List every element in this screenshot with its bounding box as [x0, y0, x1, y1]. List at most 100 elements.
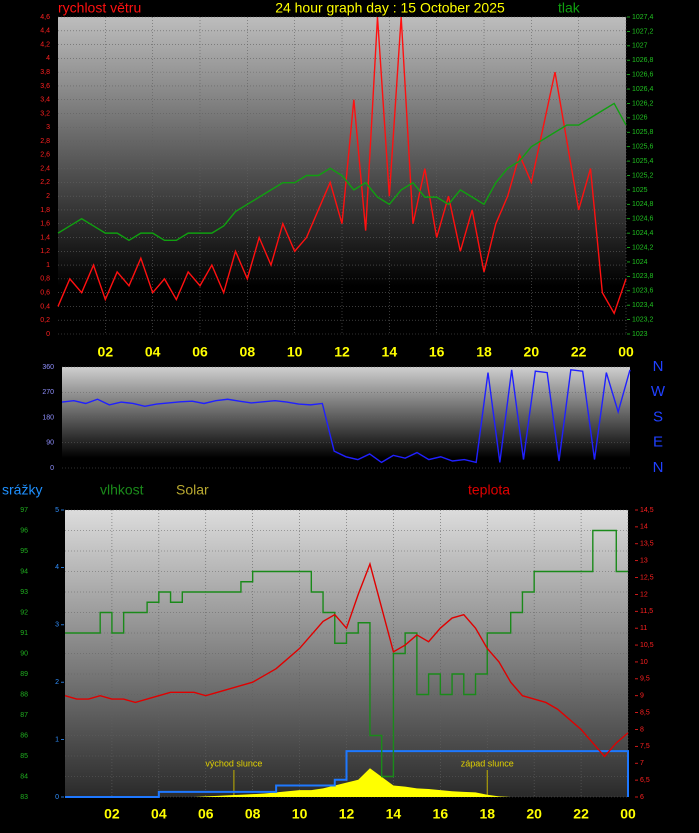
x-tick-label: 08: [240, 344, 256, 360]
y-tick-label: 90: [20, 650, 28, 657]
y-tick-label: 86: [20, 732, 28, 739]
y2-tick-label: 1026,8: [632, 57, 654, 64]
x-tick-label: 00: [618, 344, 634, 360]
compass-label: W: [651, 383, 666, 400]
compass-label: N: [653, 358, 664, 375]
x-tick-label: 20: [526, 806, 542, 822]
y-tick-label: 89: [20, 671, 28, 678]
x-tick-label: 08: [245, 806, 261, 822]
x-tick-label: 16: [433, 806, 449, 822]
y2-tick-label: 8,5: [640, 709, 650, 716]
x-tick-label: 02: [104, 806, 120, 822]
y2-tick-label: 1026,6: [632, 71, 654, 78]
line: [65, 750, 629, 798]
x-tick-label: 10: [292, 806, 308, 822]
annotation: západ slunce: [461, 758, 514, 768]
y2-tick-label: 1024,8: [632, 201, 654, 208]
y2-tick-label: 1027,2: [632, 28, 654, 35]
y2-tick-label: 12: [640, 591, 648, 598]
y-tick-label: 93: [20, 589, 28, 596]
y2-tick-label: 11: [640, 625, 647, 632]
x-tick-label: 04: [151, 806, 167, 822]
annotation: východ slunce: [205, 758, 262, 768]
y3-tick-label: 2: [55, 679, 59, 686]
chart-title: 24 hour graph day : 15 October 2025: [275, 0, 505, 16]
y-tick-label: 4: [46, 55, 50, 62]
y-tick-label: 4,2: [40, 41, 50, 48]
line: [57, 102, 627, 242]
x-tick-label: 14: [382, 344, 398, 360]
area: [65, 768, 628, 797]
x-tick-label: 00: [620, 806, 636, 822]
plot-area: [62, 367, 630, 468]
y2-tick-label: 6,5: [640, 777, 650, 784]
x-tick-label: 02: [98, 344, 114, 360]
y2-tick-label: 1027,4: [632, 14, 654, 21]
y2-tick-label: 13: [640, 557, 648, 564]
y-tick-label: 0: [46, 331, 50, 338]
y-tick-label: 94: [20, 568, 28, 575]
y-tick-label: 92: [20, 609, 28, 616]
x-tick-label: 18: [479, 806, 495, 822]
x-tick-label: 06: [198, 806, 214, 822]
y-tick-label: 84: [20, 773, 28, 780]
legend-label: vlhkost: [100, 482, 144, 498]
y-tick-label: 2,8: [40, 138, 50, 145]
x-tick-label: 10: [287, 344, 303, 360]
y-tick-label: 2,6: [40, 152, 50, 159]
y-tick-label: 0: [50, 465, 54, 472]
legend-label: srážky: [2, 482, 42, 498]
y2-tick-label: 13,5: [640, 541, 654, 548]
y-tick-label: 3,6: [40, 83, 50, 90]
y2-tick-label: 1025,2: [632, 172, 654, 179]
y2-tick-label: 1025,6: [632, 144, 654, 151]
y2-tick-label: 1026: [632, 115, 648, 122]
y-tick-label: 2,4: [40, 165, 50, 172]
line: [61, 369, 631, 464]
x-tick-label: 22: [573, 806, 589, 822]
x-tick-label: 12: [334, 344, 350, 360]
y-tick-label: 4,6: [40, 14, 50, 21]
line: [65, 529, 628, 778]
y-tick-label: 1,2: [40, 248, 50, 255]
y-tick-label: 95: [20, 548, 28, 555]
compass-label: S: [653, 408, 663, 425]
y-tick-label: 1,8: [40, 207, 50, 214]
y2-tick-label: 6: [640, 794, 644, 801]
y2-tick-label: 8: [640, 726, 644, 733]
y2-tick-label: 12,5: [640, 574, 654, 581]
y2-tick-label: 7: [640, 760, 644, 767]
y3-tick-label: 0: [55, 794, 59, 801]
y-tick-label: 0,8: [40, 276, 50, 283]
y-tick-label: 3,8: [40, 69, 50, 76]
line: [57, 16, 627, 316]
compass-label: E: [653, 434, 663, 451]
y-tick-label: 1,4: [40, 234, 50, 241]
x-tick-label: 16: [429, 344, 445, 360]
y-tick-label: 0,2: [40, 317, 50, 324]
y-tick-label: 1,6: [40, 221, 50, 228]
y-tick-label: 1: [46, 262, 50, 269]
y-tick-label: 90: [46, 440, 54, 447]
y-tick-label: 2: [46, 193, 50, 200]
x-tick-label: 04: [145, 344, 161, 360]
x-tick-label: 06: [192, 344, 208, 360]
y2-tick-label: 1024,6: [632, 216, 654, 223]
y2-tick-label: 1024: [632, 259, 648, 266]
legend-label: rychlost větru: [58, 0, 141, 16]
x-tick-label: 20: [524, 344, 540, 360]
y2-tick-label: 10,5: [640, 642, 654, 649]
y2-tick-label: 9,5: [640, 676, 650, 683]
y-tick-label: 83: [20, 794, 28, 801]
y-tick-label: 0,6: [40, 289, 50, 296]
y-tick-label: 3,4: [40, 97, 50, 104]
y2-tick-label: 1023,4: [632, 302, 654, 309]
y2-tick-label: 1023,8: [632, 273, 654, 280]
legend-label: tlak: [558, 0, 581, 16]
y3-tick-label: 3: [55, 622, 59, 629]
y-tick-label: 87: [20, 712, 28, 719]
y2-tick-label: 1026,2: [632, 100, 654, 107]
y-tick-label: 91: [20, 630, 28, 637]
